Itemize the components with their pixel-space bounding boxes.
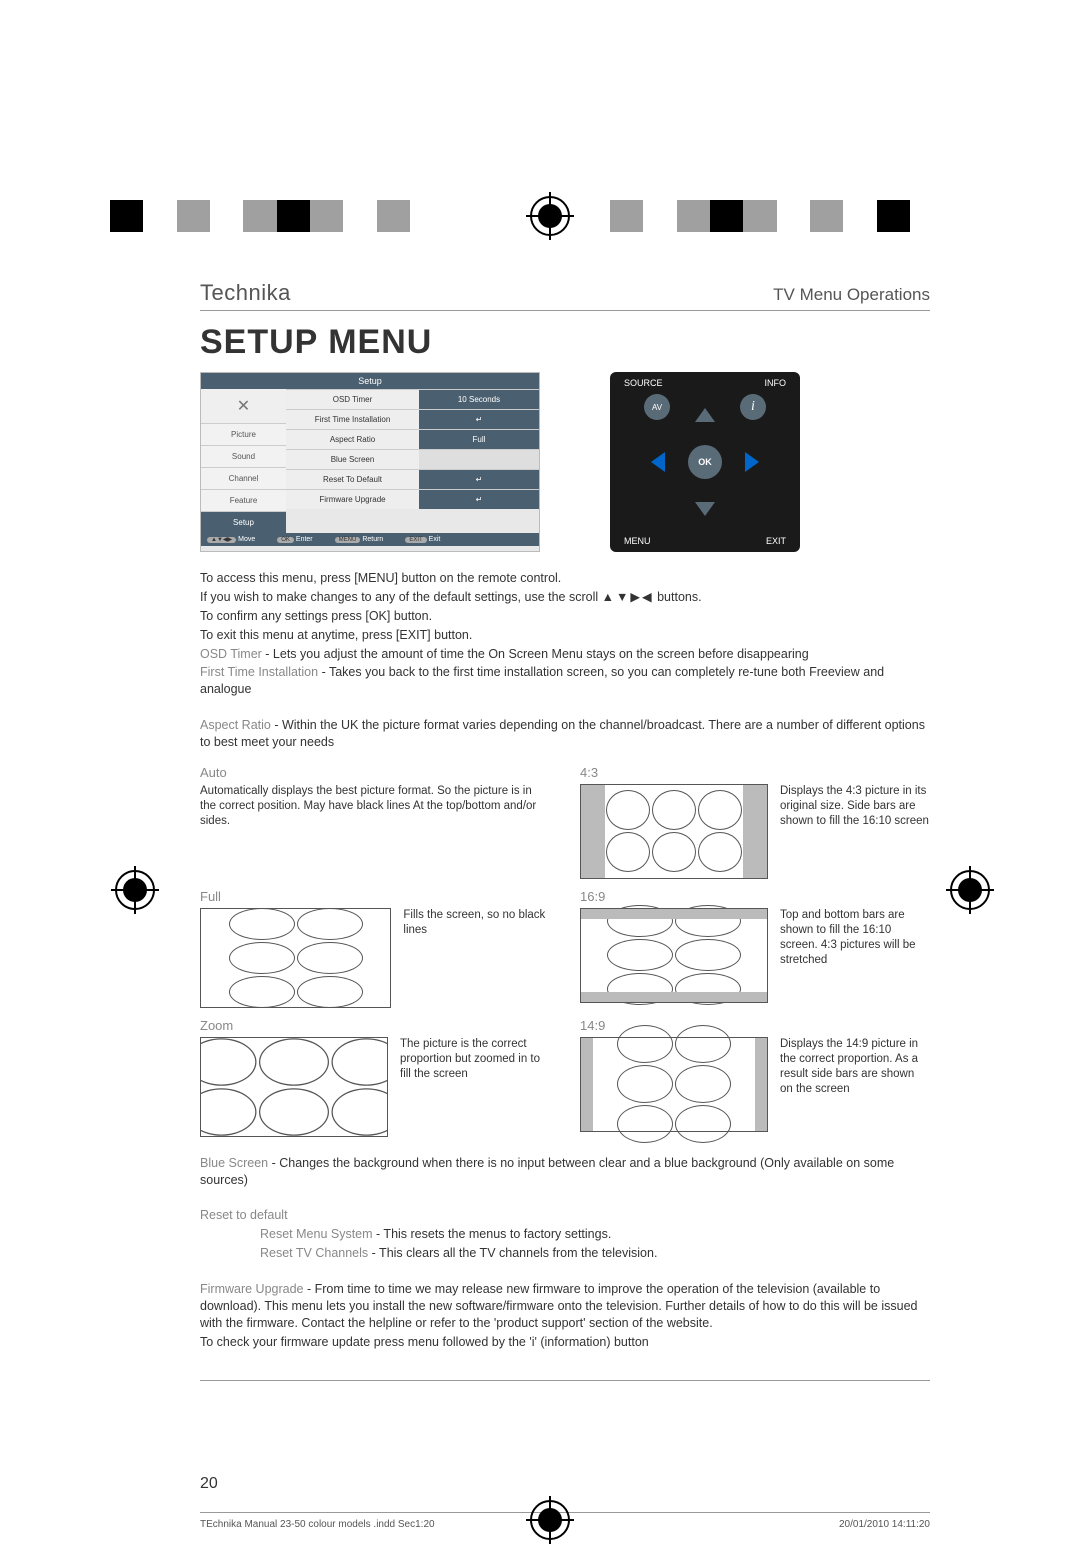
osd-timer-line: OSD Timer - Lets you adjust the amount o…	[200, 646, 930, 663]
aspect-zoom-label: Zoom	[200, 1018, 550, 1033]
remote-right-button[interactable]	[745, 452, 759, 472]
aspect-14-9-figure	[580, 1037, 768, 1132]
osd-row: Aspect RatioFull	[286, 429, 539, 449]
aspect-zoom-figure	[200, 1037, 388, 1137]
aspect-14-9: 14:9 Displays the 14:9 picture in the co…	[580, 1018, 930, 1137]
osd-side-item: Channel	[201, 467, 286, 489]
aspect-auto: Auto Automatically displays the best pic…	[200, 765, 550, 879]
intro-line-3: To confirm any settings press [OK] butto…	[200, 608, 930, 625]
aspect-4-3-figure	[580, 784, 768, 879]
osd-title: Setup	[201, 373, 539, 389]
aspect-16-9-label: 16:9	[580, 889, 930, 904]
remote-ok-button[interactable]: OK	[688, 445, 722, 479]
osd-foot-item: EXITExit	[405, 536, 440, 543]
header-row: Technika TV Menu Operations	[200, 280, 930, 311]
remote-dpad: OK	[645, 402, 765, 522]
intro-line-1: To access this menu, press [MENU] button…	[200, 570, 930, 587]
firmware-line: Firmware Upgrade - From time to time we …	[200, 1281, 930, 1332]
aspect-ratio-grid: Auto Automatically displays the best pic…	[200, 765, 930, 1137]
intro-text: To access this menu, press [MENU] button…	[200, 570, 930, 751]
osd-sidebar: ✕ PictureSoundChannelFeatureSetup	[201, 389, 286, 533]
aspect-full-desc: Fills the screen, so no black lines	[403, 908, 550, 938]
fti-line: First Time Installation - Takes you back…	[200, 664, 930, 698]
osd-row: Blue Screen	[286, 449, 539, 469]
aspect-full-figure	[200, 908, 391, 1008]
aspect-14-9-desc: Displays the 14:9 picture in the correct…	[780, 1037, 930, 1097]
aspect-16-9-figure	[580, 908, 768, 1003]
aspect-4-3-label: 4:3	[580, 765, 930, 780]
firmware-line-2: To check your firmware update press menu…	[200, 1334, 930, 1351]
aspect-zoom: Zoom The picture is the correct proporti…	[200, 1018, 550, 1137]
aspect-full-label: Full	[200, 889, 550, 904]
registration-target-right	[950, 870, 990, 910]
reset-menu-line: Reset Menu System - This resets the menu…	[200, 1226, 930, 1243]
osd-foot-item: OKEnter	[277, 536, 312, 543]
osd-footer: ▲▼◀▶Move OKEnter MENUReturn EXITExit	[201, 533, 539, 546]
remote-control: SOURCE INFO MENU EXIT AV i OK	[610, 372, 800, 552]
blue-screen-line: Blue Screen - Changes the background whe…	[200, 1155, 930, 1189]
osd-row: OSD Timer10 Seconds	[286, 389, 539, 409]
remote-left-button[interactable]	[651, 452, 665, 472]
osd-side-item: Feature	[201, 489, 286, 511]
osd-screenshot: Setup ✕ PictureSoundChannelFeatureSetup …	[200, 372, 540, 552]
aspect-zoom-desc: The picture is the correct proportion bu…	[400, 1037, 550, 1082]
page: Technika TV Menu Operations SETUP MENU S…	[0, 0, 1080, 1527]
intro-line-2: If you wish to make changes to any of th…	[200, 589, 930, 606]
tools-icon: ✕	[201, 389, 286, 423]
aspect-16-9-desc: Top and bottom bars are shown to fill th…	[780, 908, 930, 968]
brand-logo: Technika	[200, 280, 291, 306]
remote-source-label: SOURCE	[624, 378, 663, 388]
osd-row: Firmware Upgrade↵	[286, 489, 539, 509]
registration-target-top	[530, 196, 570, 236]
page-number: 20	[200, 1475, 218, 1493]
osd-rows: OSD Timer10 SecondsFirst Time Installati…	[286, 389, 539, 533]
aspect-full: Full Fills the screen, so no black lines	[200, 889, 550, 1008]
arrow-icons: ▲▼▶◀	[602, 590, 654, 604]
section-title: TV Menu Operations	[773, 285, 930, 305]
osd-row: First Time Installation↵	[286, 409, 539, 429]
figure-row: Setup ✕ PictureSoundChannelFeatureSetup …	[200, 372, 930, 552]
remote-menu-label: MENU	[624, 536, 651, 546]
registration-bars-right	[610, 200, 910, 232]
osd-foot-item: ▲▼◀▶Move	[207, 536, 255, 543]
intro-line-4: To exit this menu at anytime, press [EXI…	[200, 627, 930, 644]
aspect-4-3: 4:3 Displays the 4:3 picture in its orig…	[580, 765, 930, 879]
aspect-ratio-line: Aspect Ratio - Within the UK the picture…	[200, 717, 930, 751]
osd-side-item: Picture	[201, 423, 286, 445]
reset-default-label: Reset to default	[200, 1207, 930, 1224]
tail-text: Blue Screen - Changes the background whe…	[200, 1155, 930, 1351]
aspect-auto-label: Auto	[200, 765, 550, 780]
osd-foot-item: MENUReturn	[335, 536, 384, 543]
aspect-4-3-desc: Displays the 4:3 picture in its original…	[780, 784, 930, 829]
osd-row: Reset To Default↵	[286, 469, 539, 489]
aspect-auto-desc: Automatically displays the best picture …	[200, 784, 550, 829]
registration-target-bottom	[530, 1500, 570, 1540]
page-title: SETUP MENU	[200, 323, 930, 362]
footer-date: 20/01/2010 14:11:20	[839, 1519, 930, 1530]
registration-target-left	[115, 870, 155, 910]
aspect-16-9: 16:9 Top and bottom bars are shown to fi…	[580, 889, 930, 1008]
remote-info-label: INFO	[765, 378, 787, 388]
osd-side-item: Sound	[201, 445, 286, 467]
remote-exit-label: EXIT	[766, 536, 786, 546]
remote-up-button[interactable]	[695, 408, 715, 422]
osd-side-item: Setup	[201, 511, 286, 533]
divider	[200, 1380, 930, 1381]
remote-down-button[interactable]	[695, 502, 715, 516]
footer-file: TEchnika Manual 23-50 colour models .ind…	[200, 1519, 435, 1530]
reset-tv-line: Reset TV Channels - This clears all the …	[200, 1245, 930, 1262]
content-area: Technika TV Menu Operations SETUP MENU S…	[200, 280, 930, 1391]
registration-bars-left	[110, 200, 410, 232]
